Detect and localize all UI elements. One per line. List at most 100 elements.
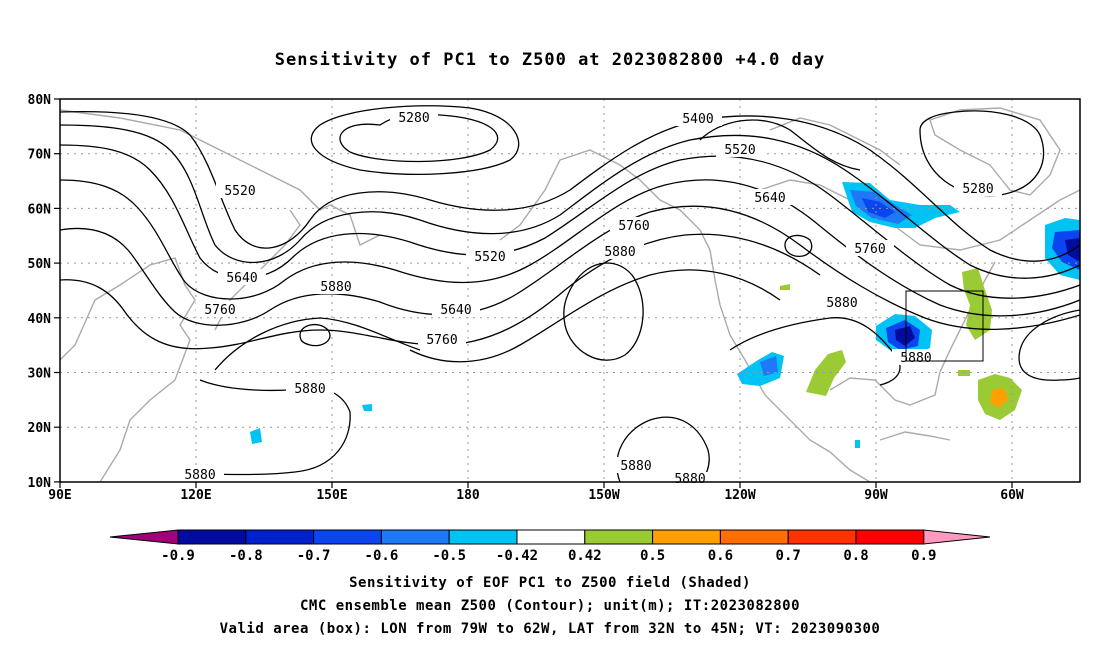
colorbar-tick-label: 0.42 [568,548,602,564]
coast-north-america [709,249,871,482]
colorbar-tick-label: 0.6 [708,548,733,564]
shade-neg-pacific [250,428,262,444]
colorbar-tick-label: 0.8 [843,548,868,564]
contour-label-5880-central: 5880 [604,245,635,260]
contour-label-5880-pacific: 5880 [294,382,325,397]
coast-alaska [499,149,711,251]
contour-label-5880-tropic: 5880 [620,459,651,474]
contour-d [60,179,1080,317]
shade-neg-canada-strong [862,198,895,218]
colorbar-segment [177,529,247,545]
lon-tick-label: 150W [588,488,619,503]
colorbar-segment [448,529,518,545]
lat-tick-label: 30N [28,367,52,382]
lat-tick-label: 20N [28,421,52,436]
colorbar-segment [787,529,857,545]
contour-label-5880-box: 5880 [900,351,931,366]
contour-label-5880-bottom: 5880 [674,472,705,487]
lat-tick-label: 60N [28,202,52,217]
chart-title: Sensitivity of PC1 to Z500 at 2023082800… [274,50,826,70]
gridlines [60,99,1080,482]
contour-north-pacific-ridge [699,119,861,171]
contour-g [409,269,781,363]
contour-c [60,144,1080,299]
shade-pos-east-coast [962,268,992,340]
colorbar-max-arrow [923,529,991,545]
plot-frame [59,98,1081,483]
contour-5280-pacific-outer [310,105,520,175]
contour-label-5520-north: 5520 [724,143,755,158]
lat-tick-label: 10N [28,476,52,491]
contour-5880-south [179,379,351,476]
lon-tick-label: 150E [316,488,347,503]
coast-korea-japan [214,209,301,331]
latitude-axis: 80N 70N 60N 50N 40N 30N 20N 10N [28,93,60,491]
contour-label-5280-atlantic: 5280 [962,182,993,197]
contour-label-5880-southwest: 5880 [184,468,215,483]
contour-hudson-loop [784,234,813,257]
colorbar-tick-label: -0.5 [432,548,466,564]
colorbar-labels: -0.9 -0.8 -0.7 -0.6 -0.5 -0.42 0.42 0.5 0.6 0.7 0.… [161,548,936,564]
contour-label-5640-east: 5640 [754,191,785,206]
contour-5880-west [214,317,421,371]
colorbar-tick-label: -0.42 [496,548,538,564]
caption-shading: Sensitivity of EOF PC1 to Z500 field (Sh… [349,575,751,591]
coast-caribbean [879,431,951,441]
contour-labels: 5280 5400 5520 5280 5520 5640 5760 5760 … [176,109,1002,487]
z500-contours [60,105,1080,482]
contour-label-5880-gulf: 5880 [826,296,857,311]
lat-tick-label: 80N [28,93,52,108]
colorbar-segment [313,529,382,545]
contour-label-5400: 5400 [682,112,713,127]
shade-pos-gulf [806,350,846,396]
contour-5880-central [563,262,644,361]
shade-pos-small-gulf [780,284,790,290]
lat-tick-label: 40N [28,312,52,327]
shade-neg-caribbean [855,440,860,448]
shade-neg-mexico-core [760,356,778,376]
valid-area-box [905,290,984,362]
lat-tick-label: 70N [28,148,52,163]
shade-pos-sargasso-core [990,388,1008,408]
contour-label-5760-central-south: 5760 [426,333,457,348]
contour-label-5520-west: 5520 [224,184,255,199]
colorbar-tick-label: -0.7 [297,548,331,564]
colorbar-segment [380,529,450,545]
lat-tick-label: 50N [28,257,52,272]
colorbar-min-arrow [109,529,179,545]
contour-label-5520-central: 5520 [474,250,505,265]
coast-east-asia [60,257,196,482]
contour-label-5760-west: 5760 [204,303,235,318]
contour-label-5760-central: 5760 [618,219,649,234]
lon-tick-label: 120E [180,488,211,503]
lon-tick-label: 120W [724,488,755,503]
colorbar-segment [719,529,789,545]
lon-tick-label: 180 [456,488,480,503]
longitude-axis: 90E 120E 150E 180 150W 120W 90W 60W [48,482,1024,503]
contour-5280-atlantic [919,110,1045,197]
colorbar-tick-label: -0.9 [161,548,195,564]
colorbar-segment [584,529,654,545]
lon-tick-label: 90E [48,488,71,503]
shade-neg-southeast-us-strong [895,326,915,346]
contour-5880-west-loop [299,323,331,347]
contour-5880-atlantic [1018,309,1080,381]
colorbar-tick-label: 0.7 [776,548,801,564]
lon-tick-label: 60W [1000,488,1024,503]
coast-siberia [60,109,381,246]
colorbar-segment [516,529,586,545]
colorbar [109,529,991,545]
contour-5880-gulf [729,317,901,386]
contour-label-5760-east: 5760 [854,242,885,257]
contour-label-5280-pacific: 5280 [398,111,429,126]
contour-label-5880-west: 5880 [320,280,351,295]
sensitivity-shading [250,182,1080,448]
contour-5880-east [616,416,710,482]
colorbar-segment [245,529,315,545]
contour-b [60,124,1080,279]
colorbar-tick-label: 0.9 [911,548,936,564]
colorbar-tick-label: -0.8 [229,548,263,564]
contour-e [60,205,1080,330]
contour-label-5640-central: 5640 [440,303,471,318]
